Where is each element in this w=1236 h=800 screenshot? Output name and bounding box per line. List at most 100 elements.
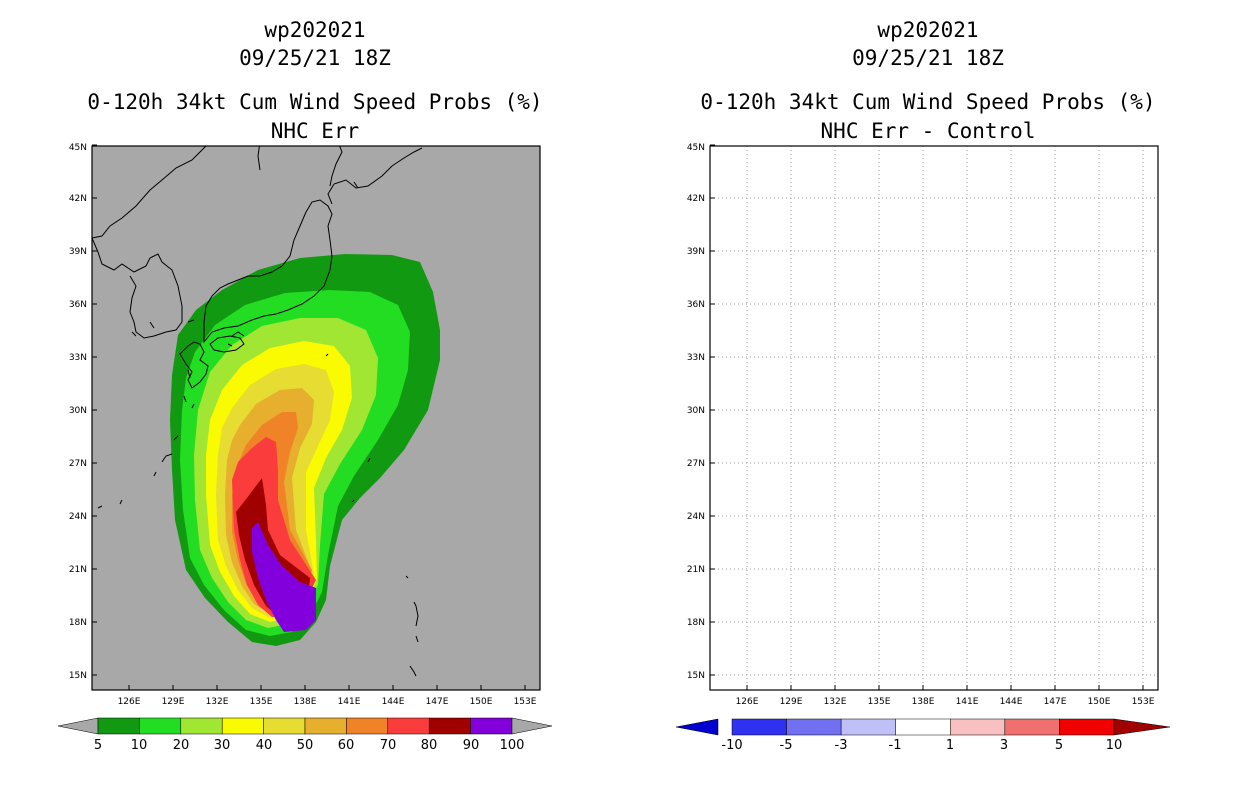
- right-lat-label: 39N: [687, 247, 705, 257]
- right-colorbar-arrow-low: [675, 718, 719, 736]
- left-map: 15N 18N 21N 24N 27N 30N 33N 36N 39N 42N …: [69, 143, 541, 707]
- colorbar-cell: [304, 717, 347, 735]
- right-colorbar-label: 3: [1000, 738, 1008, 753]
- left-lat-label: 30N: [69, 406, 87, 416]
- left-colorbar-label: 10: [131, 738, 148, 753]
- colorbar-cell: [786, 718, 842, 736]
- left-colorbar-label: 40: [256, 738, 273, 753]
- left-lon-label: 153E: [514, 697, 537, 707]
- right-colorbar-labels: -10 -5 -3 -1 1 3 5 10: [721, 738, 1122, 753]
- right-lat-label: 18N: [687, 618, 705, 628]
- left-colorbar-label: 80: [421, 738, 438, 753]
- right-colorbar: -10 -5 -3 -1 1 3 5 10: [675, 718, 1171, 753]
- right-lat-label: 24N: [687, 512, 705, 522]
- left-lat-label: 27N: [69, 459, 87, 469]
- right-datetime: 09/25/21 18Z: [852, 46, 1004, 70]
- right-colorbar-label: 1: [946, 738, 954, 753]
- left-lat-label: 24N: [69, 512, 87, 522]
- right-colorbar-cells: [731, 718, 1115, 736]
- right-map-frame: [709, 145, 1159, 691]
- right-lon-label: 150E: [1088, 697, 1111, 707]
- right-lon-label: 138E: [912, 697, 935, 707]
- left-lat-labels: 15N 18N 21N 24N 27N 30N 33N 36N 39N 42N …: [69, 143, 87, 681]
- right-map-background: [710, 146, 1158, 690]
- left-colorbar-label: 5: [94, 738, 102, 753]
- left-lon-label: 144E: [382, 697, 405, 707]
- right-colorbar-label: -1: [889, 738, 902, 753]
- left-lat-label: 18N: [69, 618, 87, 628]
- left-lon-label: 147E: [426, 697, 449, 707]
- right-lat-label: 27N: [687, 459, 705, 469]
- right-lon-label: 153E: [1132, 697, 1155, 707]
- right-subtitle: NHC Err - Control: [820, 119, 1036, 143]
- left-lat-label: 45N: [69, 143, 87, 153]
- left-map-frame: [91, 145, 541, 691]
- colorbar-cell: [470, 717, 513, 735]
- left-colorbar-label: 90: [463, 738, 480, 753]
- colorbar-cell: [840, 718, 896, 736]
- right-map: 15N 18N 21N 24N 27N 30N 33N 36N 39N 42N …: [687, 143, 1159, 707]
- left-colorbar-label: 70: [380, 738, 397, 753]
- left-lat-label: 33N: [69, 353, 87, 363]
- right-colorbar-label: 5: [1055, 738, 1063, 753]
- right-lon-label: 129E: [780, 697, 803, 707]
- left-axis-ticks: [92, 144, 526, 690]
- right-lat-label: 21N: [687, 565, 705, 575]
- right-lat-label: 30N: [687, 406, 705, 416]
- left-lon-label: 132E: [206, 697, 229, 707]
- left-colorbar-label: 50: [297, 738, 314, 753]
- right-lon-label: 147E: [1044, 697, 1067, 707]
- left-lon-label: 129E: [162, 697, 185, 707]
- left-probability-contours: [92, 146, 440, 677]
- left-colorbar: 5 10 20 30 40 50 60 70 80 90 100: [57, 717, 553, 753]
- left-lon-label: 138E: [294, 697, 317, 707]
- colorbar-cell: [221, 717, 264, 735]
- colorbar-cell: [180, 717, 223, 735]
- right-lon-label: 126E: [736, 697, 759, 707]
- left-lon-label: 135E: [250, 697, 273, 707]
- colorbar-cell: [1004, 718, 1060, 736]
- left-lon-label: 141E: [338, 697, 361, 707]
- right-colorbar-label: -3: [835, 738, 848, 753]
- prob-contour-100: [252, 522, 316, 632]
- right-lat-label: 15N: [687, 671, 705, 681]
- right-storm-id: wp202021: [877, 18, 979, 42]
- colorbar-cell: [97, 717, 140, 735]
- right-lon-label: 144E: [1000, 697, 1023, 707]
- left-lon-label: 150E: [470, 697, 493, 707]
- colorbar-cell: [263, 717, 306, 735]
- left-storm-id: wp202021: [264, 18, 366, 42]
- left-colorbar-label: 60: [338, 738, 355, 753]
- colorbar-cell: [428, 717, 471, 735]
- left-lon-label: 126E: [118, 697, 141, 707]
- left-colorbar-label: 20: [173, 738, 190, 753]
- colorbar-cell: [346, 717, 389, 735]
- right-lon-label: 135E: [868, 697, 891, 707]
- left-lat-label: 36N: [69, 300, 87, 310]
- colorbar-cell: [139, 717, 182, 735]
- left-colorbar-arrow-low: [57, 717, 99, 735]
- left-subtitle: NHC Err: [270, 119, 360, 143]
- colorbar-cell: [895, 718, 951, 736]
- left-datetime: 09/25/21 18Z: [239, 46, 391, 70]
- right-gridlines: [710, 146, 1158, 690]
- right-colorbar-label: -5: [780, 738, 793, 753]
- right-axis-ticks: [710, 144, 1144, 690]
- colorbar-cell: [387, 717, 430, 735]
- left-colorbar-cells: [97, 717, 513, 735]
- left-lon-labels: 126E 129E 132E 135E 138E 141E 144E 147E …: [118, 697, 537, 707]
- right-lat-label: 36N: [687, 300, 705, 310]
- left-colorbar-label: 30: [214, 738, 231, 753]
- colorbar-cell: [731, 718, 787, 736]
- right-lat-label: 42N: [687, 194, 705, 204]
- right-lat-label: 45N: [687, 143, 705, 153]
- colorbar-cell: [1059, 718, 1115, 736]
- right-lat-label: 33N: [687, 353, 705, 363]
- right-lat-labels: 15N 18N 21N 24N 27N 30N 33N 36N 39N 42N …: [687, 143, 705, 681]
- left-lat-label: 15N: [69, 671, 87, 681]
- left-product-title: 0-120h 34kt Cum Wind Speed Probs (%): [87, 90, 543, 114]
- right-colorbar-label: -10: [721, 738, 742, 753]
- right-lon-labels: 126E 129E 132E 135E 138E 141E 144E 147E …: [736, 697, 1155, 707]
- colorbar-cell: [950, 718, 1006, 736]
- left-lat-label: 39N: [69, 247, 87, 257]
